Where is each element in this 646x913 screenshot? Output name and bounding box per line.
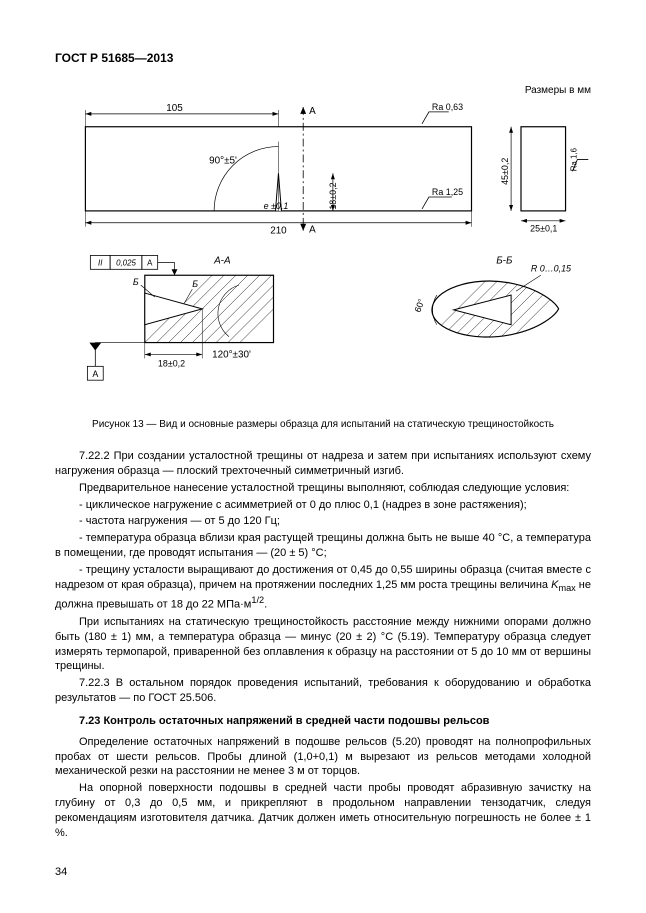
figure-caption: Рисунок 13 — Вид и основные размеры обра… (55, 418, 591, 432)
fig-cap-prefix: Рисунок 13 — (92, 419, 159, 430)
dim-25: 25±0,1 (530, 223, 557, 233)
units-note: Размеры в мм (55, 84, 591, 98)
gd-ii: II (98, 258, 103, 267)
section-aa-label: A-A (213, 255, 231, 266)
li4-sub: max (558, 583, 575, 593)
dim-18: 18±0,2 (158, 358, 185, 368)
li-2: - частота нагружения — от 5 до 120 Гц; (55, 514, 591, 529)
standard-header: ГОСТ Р 51685—2013 (55, 50, 591, 66)
li-3: - температура образца вблизи края растущ… (55, 531, 591, 561)
para-7-22-2: 7.22.2 При создании усталостной трещины … (55, 449, 591, 479)
angle-90: 90°±5' (209, 155, 237, 166)
li-4: - трещину усталости выращивают до достиж… (55, 563, 591, 613)
figure-13: 105 A A Ra 0,63 90°±5' e ±0,1 18±0,2 Ra … (55, 102, 591, 404)
marker-a-top: A (309, 106, 316, 117)
dim-45: 45±0,2 (500, 157, 510, 184)
marker-b2: Б (192, 279, 198, 289)
dim-210: 210 (270, 225, 287, 236)
section-bb-label: Б-Б (496, 255, 513, 266)
gd-val: 0,025 (116, 258, 136, 267)
para-p5: Определение остаточных напряжений в подо… (55, 735, 591, 780)
li4-end: . (264, 599, 267, 611)
angle-60: 60° (413, 297, 427, 313)
section-7-23-title: 7.23 Контроль остаточных напряжений в ср… (55, 714, 591, 729)
li4-pre: - трещину усталости выращивают до достиж… (55, 564, 591, 591)
radius-r: R 0…0,15 (531, 263, 571, 273)
figure-svg: 105 A A Ra 0,63 90°±5' e ±0,1 18±0,2 Ra … (55, 102, 591, 399)
li-1: - циклическое нагружение с асимметрией о… (55, 498, 591, 513)
para-p3: При испытаниях на статическую трещиносто… (55, 615, 591, 674)
marker-b1: Б (133, 277, 139, 287)
page-number: 34 (55, 865, 591, 880)
surf-ra16: Ra 1,6 (569, 147, 578, 171)
marker-a-bot: A (309, 224, 316, 235)
para-7-22-3: 7.22.3 В остальном порядок проведения ис… (55, 676, 591, 706)
para-p6: На опорной поверхности подошвы в средней… (55, 781, 591, 840)
gd-ref: A (147, 258, 153, 267)
surf-ra125: Ra 1,25 (432, 187, 463, 197)
li4-exp: 1/2 (251, 595, 264, 605)
dim-e: e ±0,1 (264, 201, 289, 211)
datum-a: A (92, 369, 98, 379)
para-precond: Предварительное нанесение усталостной тр… (55, 481, 591, 496)
dim-105: 105 (166, 103, 183, 114)
angle-120: 120°±30' (212, 349, 251, 360)
surf-ra063: Ra 0,63 (432, 102, 463, 112)
fig-cap-text: Вид и основные размеры образца для испыт… (159, 419, 554, 430)
dim-18v: 18±0,2 (328, 182, 338, 209)
